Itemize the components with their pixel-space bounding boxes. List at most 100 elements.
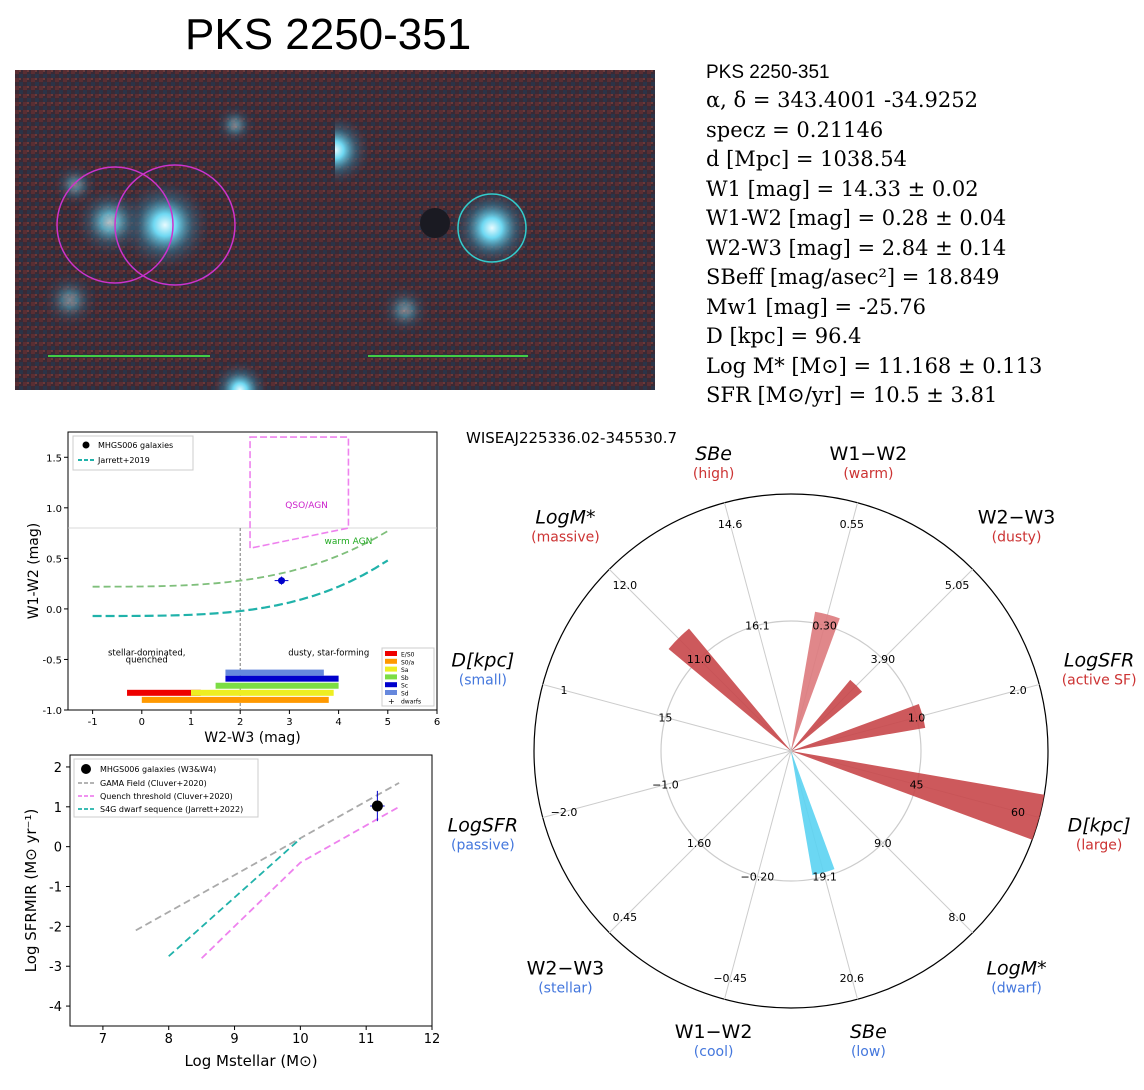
- cc-ytick-label: -0.5: [42, 655, 62, 666]
- cc-xtick-label: -1: [88, 717, 98, 728]
- radar-axis-hint: (high): [693, 466, 734, 482]
- sfr-ytick-label: -1: [49, 881, 62, 896]
- type-bar: [225, 669, 324, 676]
- type-legend-label: Sc: [401, 683, 408, 690]
- radar-axis-label: D[kpc]: [1068, 815, 1131, 837]
- cc-xtick-label: 6: [434, 717, 440, 728]
- radar-inner-tick: 16.1: [745, 619, 770, 632]
- qso-box: [249, 436, 350, 550]
- radar-inner-tick: 0.30: [812, 619, 837, 632]
- jarrett-line: [92, 559, 389, 618]
- coords-value: α, δ = 343.4001 -34.9252: [706, 88, 978, 112]
- type-legend-swatch: [385, 690, 397, 695]
- radar-outer-tick: 8.0: [948, 911, 966, 924]
- type-legend-label: Sd: [401, 691, 409, 698]
- radar-axis-hint: (dwarf): [991, 981, 1042, 997]
- radar-outer-tick: 0.55: [840, 518, 865, 531]
- type-legend-mark: +: [388, 697, 395, 706]
- radar-axis-hint: (warm): [843, 466, 893, 482]
- type-legend-swatch: [385, 674, 397, 680]
- sfr-xtick-label: 11: [358, 1032, 375, 1047]
- radar-wedge: [668, 628, 791, 751]
- radar-inner-tick: 11.0: [687, 653, 712, 666]
- sfr-data-point: [371, 800, 383, 812]
- radar-inner-tick: 3.90: [871, 653, 896, 666]
- wise-image-left: [15, 70, 335, 390]
- radar-wedge: [791, 679, 863, 751]
- radar-wedge: [791, 703, 926, 751]
- radar-outer-tick: 20.6: [840, 972, 865, 985]
- radar-axis-label: LogM*: [535, 506, 595, 528]
- radar-inner-tick: 45: [910, 779, 924, 792]
- sfr-xtick-label: 10: [292, 1032, 309, 1047]
- type-bar: [127, 689, 201, 696]
- type-legend-label: E/S0: [401, 652, 415, 659]
- stellar-label: stellar-dominated,: [108, 648, 185, 658]
- cc-frame: [67, 431, 438, 711]
- radar-outer-tick: 2.0: [1009, 684, 1027, 697]
- radar-axis-label: SBe: [850, 1021, 887, 1043]
- type-legend-swatch: [385, 682, 397, 688]
- radar-axis-hint: (passive): [451, 838, 515, 854]
- warm-agn-line: [92, 530, 389, 588]
- radar-axis-label: SBe: [695, 443, 732, 465]
- sfr-ylabel: Log SFRMIR (M⊙ yr⁻¹): [22, 809, 40, 973]
- radar-axis-label: LogSFR: [448, 815, 518, 837]
- radar-outer-tick: −0.45: [713, 972, 747, 985]
- cc-xtick-label: 3: [286, 717, 292, 728]
- sbeff-value: SBeff [mag/asec²] = 18.849: [706, 265, 1000, 289]
- warm-agn-label: warm AGN: [325, 537, 373, 547]
- sfr-xlabel: Log Mstellar (M⊙): [184, 1052, 317, 1070]
- sfr-ytick-label: 1: [54, 801, 62, 816]
- radar-outer-tick: 14.6: [718, 518, 743, 531]
- cc-ytick-label: 0.0: [46, 605, 62, 616]
- radar-outer-tick: 1: [561, 684, 568, 697]
- cc-xlabel: W2-W3 (mag): [204, 730, 300, 746]
- sfr-legend-marker: [81, 764, 91, 774]
- radar-axis-hint: (small): [459, 672, 507, 688]
- radar-axis-hint: (active SF): [1062, 672, 1137, 688]
- radar-axis-hint: (dusty): [992, 529, 1042, 545]
- sfr-ytick-label: 2: [54, 761, 62, 776]
- specz-value: specz = 0.21146: [706, 117, 884, 142]
- type-legend-label: S0/a: [401, 659, 415, 666]
- cc-xtick-label: 1: [188, 717, 194, 728]
- radar-spoke: [790, 750, 974, 934]
- sfr-value: SFR [M⊙/yr] = 10.5 ± 3.81: [706, 383, 998, 407]
- radar-wedge: [791, 751, 1045, 840]
- qso-label: QSO/AGN: [285, 501, 328, 511]
- sfr-ytick-label: -3: [49, 960, 62, 975]
- radar-spoke: [542, 684, 792, 752]
- radar-axis-hint: (cool): [694, 1044, 734, 1060]
- cc-legend-label: MHGS006 galaxies: [98, 441, 173, 450]
- radar-inner-tick: 9.0: [874, 837, 892, 850]
- radar-axis-label: W1−W2: [830, 443, 908, 465]
- w1-value: W1 [mag] = 14.33 ± 0.02: [706, 176, 979, 201]
- radar-outer-tick: 12.0: [613, 579, 638, 592]
- sfr-xtick-label: 9: [230, 1032, 238, 1047]
- type-bar: [225, 675, 339, 682]
- cc-xtick-label: 2: [237, 717, 243, 728]
- radar-axis-hint: (low): [851, 1044, 886, 1060]
- type-legend-label: Sb: [401, 675, 409, 682]
- radar-spoke: [542, 750, 792, 818]
- sfr-legend-label: GAMA Field (Cluver+2020): [100, 779, 207, 788]
- radar-inner-tick: 1.60: [687, 837, 712, 850]
- type-legend-label: Sa: [401, 667, 409, 674]
- sfr-xtick-label: 7: [99, 1032, 107, 1047]
- sfr-legend-label: Quench threshold (Cluver+2020): [100, 792, 233, 801]
- radar-title: WISEAJ225336.02-345530.7: [466, 429, 677, 447]
- type-legend-swatch: [385, 666, 397, 672]
- radar-axis-label: LogSFR: [1064, 649, 1134, 671]
- sfr-legend-box: [73, 758, 259, 818]
- radar-wedge: [791, 611, 840, 751]
- sfr-ytick-label: 0: [54, 841, 62, 856]
- type-legend-swatch: [385, 658, 397, 664]
- radar-axis-hint: (stellar): [538, 981, 592, 997]
- sfr-ytick-label: -4: [49, 1000, 62, 1015]
- radar-outer-ring: [533, 493, 1049, 1009]
- source-name: PKS 2250-351: [706, 62, 830, 83]
- cc-ylabel: W1-W2 (mag): [26, 523, 42, 619]
- cc-ytick-label: 0.5: [46, 554, 62, 565]
